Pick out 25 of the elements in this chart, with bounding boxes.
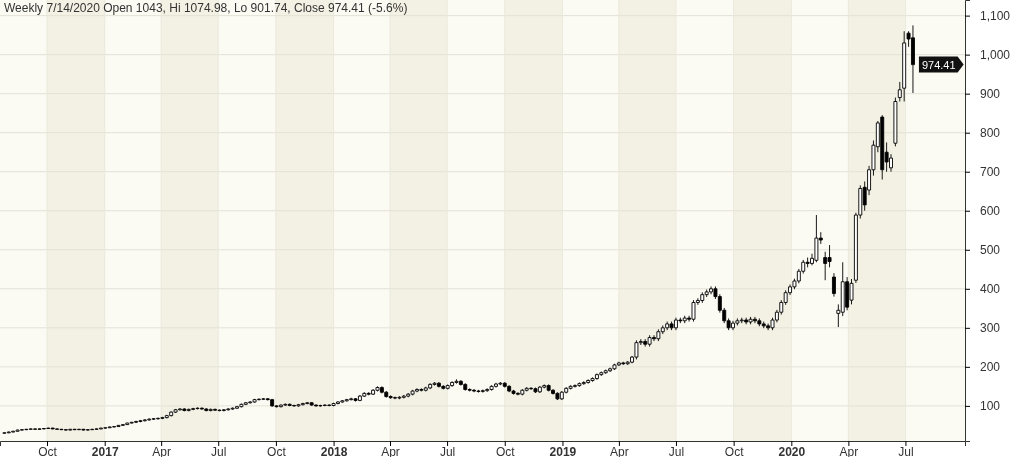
x-tick-label: Oct [724,444,745,457]
x-tick-label: Oct [495,444,516,457]
y-tick-label: 500 [980,243,1001,258]
x-tick-label: 2017 [91,444,119,457]
x-tick-label: 2018 [320,444,348,457]
y-tick-label: 100 [980,399,1001,414]
x-tick-label: Oct [38,444,58,457]
x-tick-label: 2019 [549,444,577,457]
annotation: 974.41 [921,58,956,71]
y-tick-label: 300 [980,321,1001,336]
x-tick-label: Jul [211,444,227,457]
x-tick-label: Jul [439,444,456,457]
x-tick-label: Jul [898,444,914,457]
x-tick-label: Oct [267,444,287,457]
y-tick-label: 200 [980,360,1001,375]
y-tick-label: 900 [980,87,1001,101]
y-tick-label: 400 [980,282,1001,297]
y-tick-label: 600 [980,204,1001,219]
y-tick-label: 700 [980,165,1001,180]
y-tick-label: 800 [980,126,1001,141]
y-tick-label: 1,100 [980,8,1011,23]
x-tick-label: 2020 [778,444,806,457]
chart-title: Weekly 7/14/2020 Open 1043, Hi 1074.98, Lo 901.74, Close 974.41 (-5.6%) [4,1,408,15]
x-tick-label: Jul [668,444,685,457]
y-tick-label: 1,000 [980,47,1011,62]
